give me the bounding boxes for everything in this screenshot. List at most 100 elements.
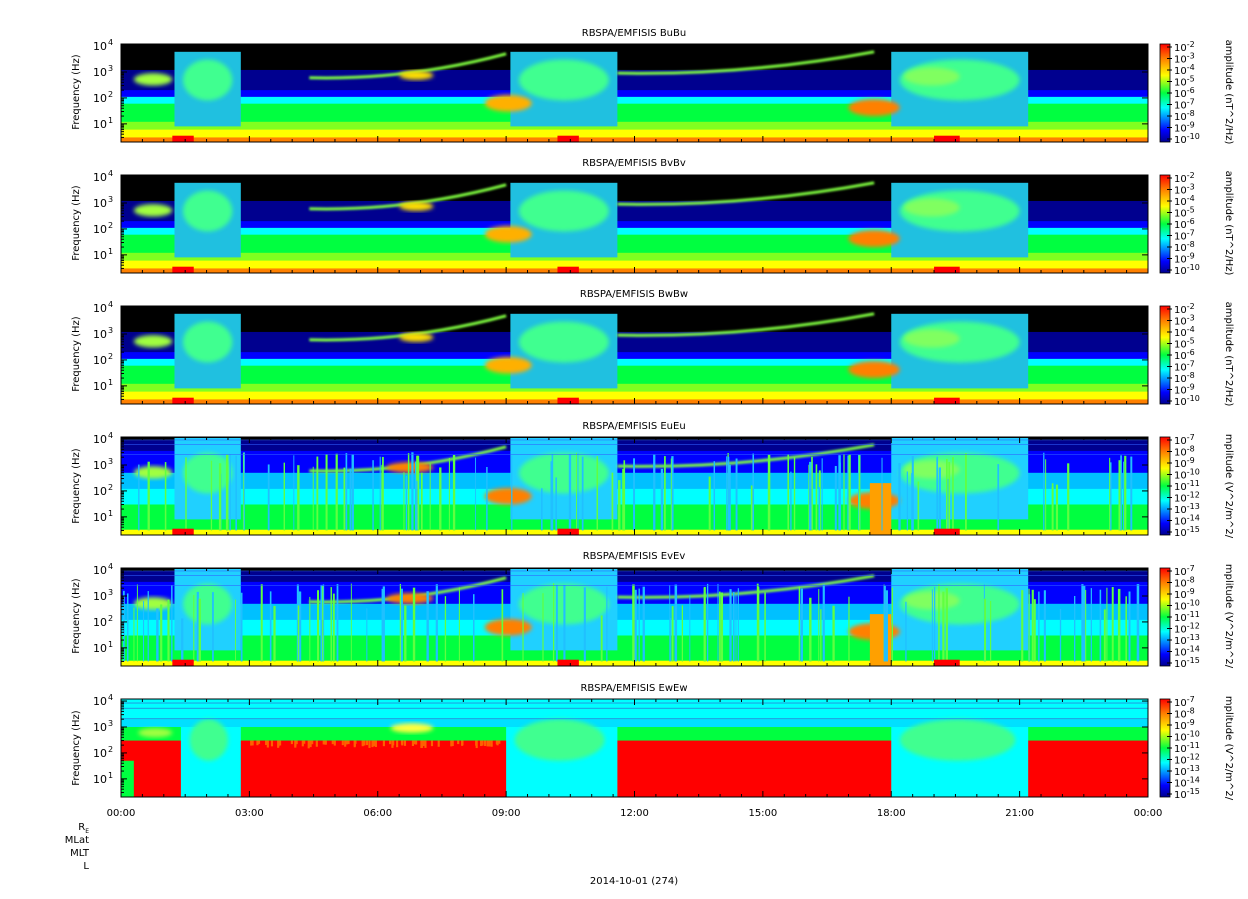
impulsive-line — [681, 605, 684, 662]
impulsive-line — [911, 456, 914, 531]
impulsive-line — [719, 591, 721, 662]
impulsive-line — [501, 589, 504, 662]
panel-title: RBSPA/EMFISIS BwBw — [580, 289, 688, 300]
hiss-patch — [133, 73, 173, 86]
impulsive-line — [403, 472, 405, 531]
impulsive-line — [399, 583, 402, 662]
impulsive-line — [809, 461, 812, 531]
fringe — [265, 740, 268, 746]
impulsive-line — [671, 456, 674, 531]
fringe — [430, 740, 434, 747]
y-tick-exponent: 2 — [108, 614, 113, 623]
y-tick-exponent: 3 — [108, 64, 113, 73]
impulsive-line — [316, 456, 319, 531]
impulsive-line — [793, 457, 796, 531]
ephemeris-label-re: RE — [78, 822, 89, 835]
impulsive-line — [1038, 591, 1040, 662]
impulsive-line — [653, 454, 656, 531]
impulsive-line — [1128, 591, 1131, 662]
y-tick-exponent: 3 — [108, 326, 113, 335]
colorbar-tick-label: 10-8 — [1174, 445, 1195, 459]
date-label: 2014-10-01 (274) — [590, 876, 678, 887]
impulsive-line — [815, 464, 818, 531]
impulsive-line — [832, 605, 835, 662]
fringe — [450, 740, 453, 747]
fringe — [278, 740, 282, 746]
interference-line — [121, 575, 1148, 576]
impulsive-line — [787, 454, 789, 531]
x-tick-label: 06:00 — [363, 808, 392, 819]
impulsive-line — [1125, 596, 1127, 662]
fringe — [331, 740, 334, 745]
impulsive-line — [522, 593, 524, 662]
colorbar: 10-710-810-910-1010-1110-1210-1310-1410-… — [1159, 433, 1200, 539]
impulsive-line — [1120, 455, 1122, 531]
impulsive-line — [322, 586, 324, 662]
impulsive-line — [1106, 587, 1108, 662]
impulsive-line — [435, 584, 438, 662]
colorbar: 10-710-810-910-1010-1110-1210-1310-1410-… — [1159, 695, 1200, 801]
hiss-patch — [133, 597, 173, 610]
impulsive-line — [212, 592, 214, 662]
colorbar-tick-label: 10-3 — [1174, 183, 1195, 197]
impulsive-line — [235, 599, 237, 662]
fringe — [374, 740, 377, 748]
emic-patch — [848, 99, 900, 117]
impulsive-line — [320, 584, 323, 662]
colorbar-tick-label: 10-14 — [1174, 645, 1200, 659]
impulsive-line — [133, 607, 135, 662]
colorbar-tick-label: 10-9 — [1174, 456, 1195, 470]
impulsive-line — [847, 455, 850, 531]
low-freq-band — [557, 528, 579, 535]
impulsive-line — [297, 605, 300, 662]
low-freq-band — [934, 397, 960, 404]
colorbar-tick-label: 10-7 — [1174, 695, 1195, 709]
y-tick-label: 10 — [93, 171, 107, 184]
impulsive-line — [577, 453, 579, 531]
impulsive-line — [583, 587, 586, 662]
impulsive-line — [881, 457, 883, 531]
interference-line — [121, 585, 1148, 586]
impulsive-line — [885, 590, 888, 662]
impulsive-line — [1103, 609, 1106, 662]
y-tick-label: 10 — [93, 249, 107, 262]
y-tick-label: 10 — [93, 92, 107, 105]
colorbar-label: amplitude (nT^2/Hz) — [1223, 171, 1234, 276]
colorbar-tick-label: 10-13 — [1174, 502, 1200, 516]
y-tick-label: 10 — [93, 564, 107, 577]
impulsive-line — [596, 456, 599, 531]
chorus-hotspot — [386, 593, 434, 604]
colorbar-label: mplitude (V^2/m^2/ — [1223, 434, 1234, 539]
colorbar-tick-label: 10-10 — [1174, 468, 1200, 482]
impulsive-line — [322, 584, 325, 662]
fringe — [311, 740, 314, 745]
spectrogram-plot-area — [120, 305, 1149, 405]
impulsive-line — [414, 461, 417, 531]
y-tick-label: 10 — [93, 302, 107, 315]
impulsive-line — [945, 588, 948, 662]
impulsive-line — [1099, 589, 1102, 662]
fringe — [294, 740, 297, 746]
fringe — [415, 740, 418, 745]
colorbar-tick-label: 10-6 — [1174, 86, 1195, 100]
fringe — [365, 740, 369, 746]
plasmasphere-hiss — [183, 452, 233, 494]
impulsive-line — [757, 586, 760, 662]
impulsive-line — [267, 464, 270, 531]
colorbar-tick-label: 10-10 — [1174, 730, 1200, 744]
colorbar-tick-label: 10-10 — [1174, 132, 1200, 146]
y-tick-exponent: 2 — [108, 352, 113, 361]
low-freq-band — [557, 266, 579, 273]
plasmasphere-hiss — [183, 583, 233, 625]
impulsive-line — [243, 452, 245, 531]
hiss-patch — [904, 67, 960, 86]
fringe — [315, 740, 318, 747]
svg-text:Frequency (Hz): Frequency (Hz) — [71, 448, 82, 524]
panel-title: RBSPA/EMFISIS EvEv — [583, 551, 686, 562]
impulsive-line — [1043, 452, 1045, 531]
impulsive-line — [366, 608, 368, 662]
impulsive-line — [670, 458, 672, 531]
impulsive-line — [317, 590, 319, 662]
